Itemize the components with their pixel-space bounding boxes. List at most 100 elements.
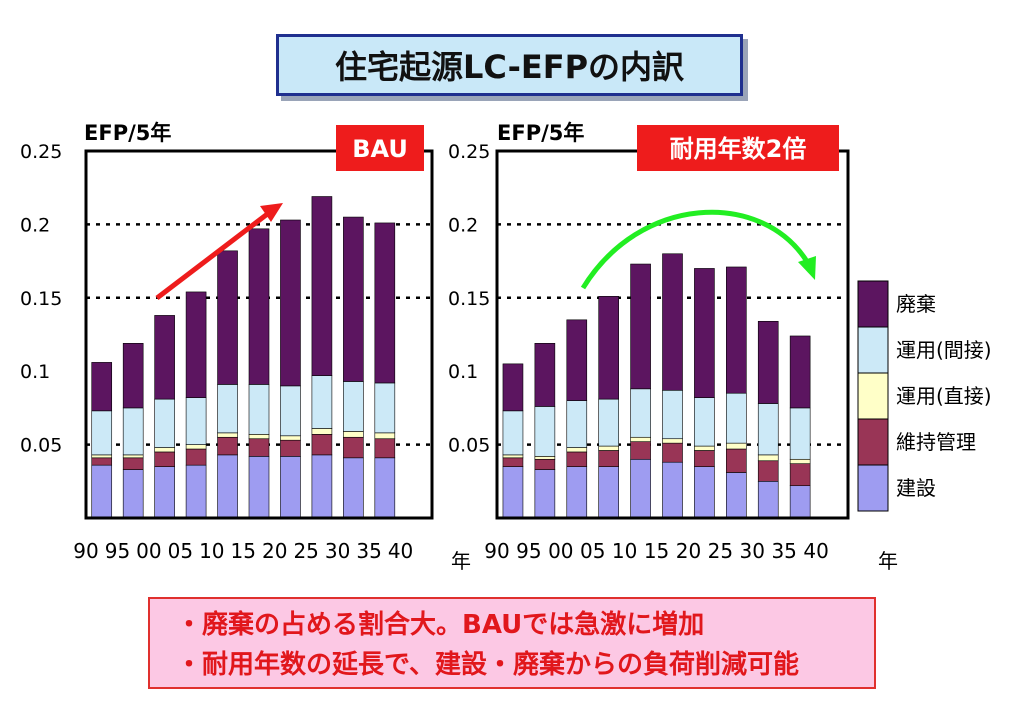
bar-segment-dbl-unyo_kansetsu-2 xyxy=(566,400,588,448)
bar-segment-bau-unyo_chokusetsu-9 xyxy=(374,432,396,440)
y-tick-label-bau: 0.25 xyxy=(20,141,62,163)
x-tick-label-dbl: 15 xyxy=(644,539,669,563)
y-tick-label-dbl: 0.2 xyxy=(448,214,478,236)
bar-segment-bau-unyo_chokusetsu-1 xyxy=(122,454,144,459)
bar-segment-dbl-unyo_chokusetsu-8 xyxy=(757,454,779,462)
bar-segment-dbl-iji_kanri-6 xyxy=(694,450,715,467)
legend-swatch-iji_kanri xyxy=(857,418,889,466)
bar-segment-bau-unyo_chokusetsu-4 xyxy=(217,432,238,438)
x-axis-label-dbl: 年 xyxy=(878,549,898,573)
bar-segment-dbl-kensetsu-2 xyxy=(566,466,588,519)
bar-segment-bau-kensetsu-0 xyxy=(91,464,113,519)
bar-segment-bau-unyo_kansetsu-6 xyxy=(280,385,301,437)
slide-title: 住宅起源LC-EFPの内訳 xyxy=(276,34,743,96)
bar-segment-bau-unyo_chokusetsu-6 xyxy=(280,435,301,441)
bar-segment-bau-unyo_kansetsu-9 xyxy=(374,382,396,434)
bar-segment-bau-unyo_chokusetsu-3 xyxy=(185,444,207,450)
bar-segment-bau-unyo_chokusetsu-8 xyxy=(343,431,364,438)
bar-segment-bau-kensetsu-4 xyxy=(217,454,238,519)
bar-segment-dbl-kensetsu-3 xyxy=(598,466,619,519)
bar-segment-bau-unyo_kansetsu-4 xyxy=(217,384,238,434)
bar-segment-bau-kensetsu-2 xyxy=(154,466,175,519)
summary-note: ・廃棄の占める割合大。BAUでは急激に増加 ・耐用年数の延長で、建設・廃棄からの… xyxy=(148,597,876,689)
bar-segment-bau-haiki-2 xyxy=(154,315,175,400)
x-tick-label-dbl: 05 xyxy=(580,539,605,563)
bar-segment-dbl-haiki-3 xyxy=(598,296,619,400)
bau-increase-arrow-line xyxy=(155,210,272,300)
bar-segment-bau-iji_kanri-2 xyxy=(154,451,175,467)
bar-segment-bau-haiki-4 xyxy=(217,250,238,385)
bar-segment-bau-haiki-9 xyxy=(374,222,396,384)
bar-segment-bau-kensetsu-5 xyxy=(248,456,270,519)
bar-segment-bau-haiki-5 xyxy=(248,228,270,385)
bar-segment-dbl-kensetsu-7 xyxy=(726,472,747,519)
bar-segment-dbl-unyo_chokusetsu-2 xyxy=(566,447,588,453)
y-tick-label-dbl: 0.25 xyxy=(448,141,490,163)
bar-segment-bau-unyo_kansetsu-1 xyxy=(122,407,144,456)
x-tick-label-dbl: 40 xyxy=(803,539,828,563)
bar-segment-dbl-kensetsu-6 xyxy=(694,466,715,519)
lifetime-curve-arrow-line xyxy=(580,209,809,290)
bar-segment-bau-iji_kanri-9 xyxy=(374,438,396,459)
badge-label-bau: BAU xyxy=(352,135,408,163)
x-tick-label-bau: 25 xyxy=(293,539,318,563)
bar-segment-bau-haiki-7 xyxy=(311,196,333,376)
bar-segment-dbl-unyo_kansetsu-0 xyxy=(502,410,524,456)
bar-segment-dbl-iji_kanri-2 xyxy=(566,451,588,467)
x-tick-label-dbl: 00 xyxy=(548,539,573,563)
bar-segment-dbl-unyo_kansetsu-1 xyxy=(534,406,556,457)
bar-segment-dbl-kensetsu-5 xyxy=(662,461,683,519)
bar-segment-dbl-unyo_kansetsu-6 xyxy=(694,397,715,447)
bar-segment-dbl-unyo_chokusetsu-9 xyxy=(789,458,811,464)
bar-segment-dbl-kensetsu-4 xyxy=(630,458,651,519)
bar-segment-dbl-kensetsu-1 xyxy=(534,469,556,519)
bar-segment-dbl-iji_kanri-3 xyxy=(598,450,619,467)
bar-segment-dbl-unyo_kansetsu-4 xyxy=(630,388,651,438)
x-tick-label-bau: 90 xyxy=(73,539,98,563)
bar-segment-bau-iji_kanri-6 xyxy=(280,439,301,457)
bar-segment-dbl-kensetsu-8 xyxy=(757,480,779,519)
bar-segment-dbl-unyo_kansetsu-9 xyxy=(789,407,811,460)
bar-segment-bau-kensetsu-9 xyxy=(374,457,396,519)
bar-segment-dbl-unyo_chokusetsu-6 xyxy=(694,445,715,451)
badge-bau xyxy=(336,125,424,171)
legend-label-kensetsu: 建設 xyxy=(896,476,936,500)
badge-dbl xyxy=(637,125,839,171)
y-axis-label-dbl: EFP/5年 xyxy=(497,121,584,145)
bar-segment-bau-haiki-3 xyxy=(185,291,207,398)
bar-segment-bau-kensetsu-7 xyxy=(311,454,333,519)
lifetime-curve-arrow-head xyxy=(798,256,816,280)
x-tick-label-dbl: 30 xyxy=(740,539,765,563)
bar-segment-bau-iji_kanri-7 xyxy=(311,434,333,456)
x-tick-label-bau: 00 xyxy=(136,539,161,563)
note-line-1: ・廃棄の占める割合大。BAUでは急激に増加 xyxy=(176,610,705,640)
bar-segment-dbl-iji_kanri-7 xyxy=(726,448,747,473)
bar-segment-dbl-kensetsu-9 xyxy=(789,485,811,519)
bar-segment-dbl-unyo_kansetsu-5 xyxy=(662,389,683,440)
bar-segment-dbl-unyo_chokusetsu-5 xyxy=(662,438,683,444)
bar-segment-dbl-haiki-2 xyxy=(566,319,588,401)
x-tick-label-dbl: 10 xyxy=(612,539,637,563)
bar-segment-bau-iji_kanri-1 xyxy=(122,457,144,470)
bar-segment-bau-unyo_kansetsu-7 xyxy=(311,375,333,429)
bar-segment-bau-kensetsu-6 xyxy=(280,456,301,519)
y-tick-label-dbl: 0.15 xyxy=(448,288,490,310)
bar-segment-dbl-unyo_chokusetsu-3 xyxy=(598,445,619,451)
bar-segment-dbl-haiki-5 xyxy=(662,253,683,391)
x-tick-label-dbl: 35 xyxy=(771,539,796,563)
bar-segment-dbl-iji_kanri-4 xyxy=(630,441,651,460)
y-tick-label-bau: 0.2 xyxy=(20,214,50,236)
bar-segment-bau-unyo_kansetsu-8 xyxy=(343,381,364,432)
bar-segment-dbl-unyo_chokusetsu-4 xyxy=(630,436,651,442)
bar-segment-dbl-iji_kanri-8 xyxy=(757,460,779,482)
legend-label-haiki: 廃棄 xyxy=(896,292,936,316)
bar-segment-dbl-unyo_chokusetsu-0 xyxy=(502,454,524,459)
x-tick-label-bau: 35 xyxy=(356,539,381,563)
note-line-2: ・耐用年数の延長で、建設・廃棄からの負荷削減可能 xyxy=(176,650,799,680)
badge-label-dbl: 耐用年数2倍 xyxy=(670,135,807,163)
bar-segment-bau-haiki-8 xyxy=(343,216,364,382)
legend-swatch-kensetsu xyxy=(857,464,889,512)
legend-label-unyo_kansetsu: 運用(間接) xyxy=(896,338,992,362)
bar-segment-dbl-kensetsu-0 xyxy=(502,466,524,519)
